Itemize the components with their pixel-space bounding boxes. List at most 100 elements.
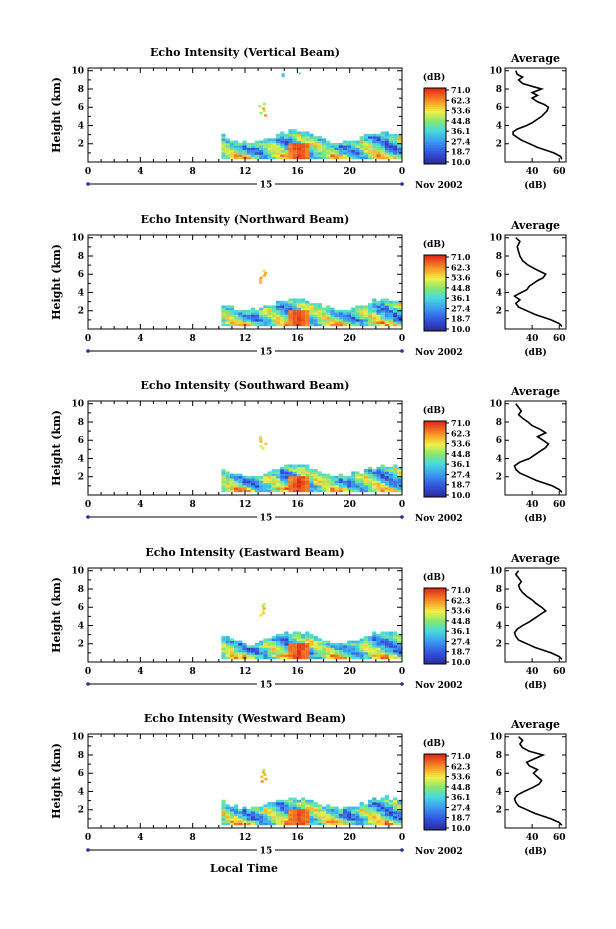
heatmap-cell: [254, 156, 260, 160]
heatmap-cell: [301, 804, 306, 807]
heatmap-cell: [275, 469, 281, 472]
heatmap-cell: [292, 811, 297, 814]
heatmap-cell: [372, 656, 377, 660]
heatmap-cell: [288, 652, 293, 655]
colorbar-swatch: [424, 610, 446, 614]
heatmap-cell: [376, 152, 381, 155]
heatmap-cell: [234, 475, 239, 479]
heatmap-cell: [263, 640, 268, 644]
heatmap-cell: [250, 808, 255, 812]
panel-title: Echo Intensity (Eastward Beam): [145, 546, 344, 559]
heatmap-cell: [313, 309, 318, 313]
heatmap-cell: [368, 147, 373, 151]
heatmap-cell: [351, 820, 356, 823]
heatmap-cell: [275, 314, 281, 318]
heatmap-cell: [284, 636, 289, 639]
heatmap-cell: [393, 138, 398, 141]
heatmap-cell: [259, 140, 264, 144]
heatmap-cell: [355, 642, 360, 646]
heatmap-cell: [267, 654, 272, 657]
heatmap-cell: [372, 314, 377, 318]
heatmap-cell: [296, 136, 301, 139]
x-tick-label: 4: [137, 334, 143, 344]
heatmap-cell: [305, 136, 310, 139]
heatmap-cell: [351, 312, 356, 315]
heatmap-cell: [380, 487, 385, 490]
average-title: Average: [510, 552, 560, 565]
y-tick-label: 6: [78, 769, 84, 779]
heatmap-cell: [284, 638, 289, 641]
heatmap-cell: [380, 485, 385, 488]
heatmap-cell: [284, 475, 289, 479]
heatmap-cell: [384, 808, 389, 812]
colorbar-level: 10.0: [451, 324, 471, 334]
heatmap-cell: [355, 156, 360, 160]
colorbar-swatch: [424, 769, 446, 772]
heatmap-cell: [351, 480, 356, 484]
heatmap-cell: [334, 654, 339, 657]
heatmap-cell: [313, 314, 318, 318]
heatmap-cell: [305, 631, 310, 635]
heatmap-cell: [296, 314, 301, 318]
heatmap-cell: [372, 822, 377, 826]
heatmap-cell: [380, 808, 385, 812]
heatmap-cell: [292, 802, 297, 805]
heatmap-cell: [288, 647, 293, 651]
heatmap-cell: [355, 487, 360, 490]
heatmap-cell: [263, 806, 268, 810]
heatmap-cell: [384, 147, 389, 151]
heatmap-cell: [280, 145, 285, 148]
heatmap-cell: [234, 647, 239, 651]
heatmap-cell: [242, 649, 247, 653]
y-tick-label: 8: [78, 418, 84, 428]
heatmap-cell: [393, 312, 398, 315]
colorbar-swatch: [424, 127, 446, 131]
heatmap-cell: [317, 645, 322, 648]
heatmap-cell: [321, 813, 327, 817]
colorbar-swatch: [424, 776, 446, 780]
colorbar: (dB)71.062.353.644.836.127.418.710.0: [423, 405, 471, 500]
heatmap-cell: [275, 147, 281, 151]
heatmap-cell: [326, 319, 331, 322]
colorbar-swatch: [424, 294, 446, 298]
heatmap-cell: [355, 319, 360, 322]
heatmap-cell: [317, 145, 322, 148]
heatmap-cell: [242, 645, 247, 648]
heatmap-cell: [305, 482, 310, 486]
heatmap-cell: [267, 808, 272, 812]
heatmap-cell: [242, 485, 247, 488]
heatmap-cell: [359, 138, 364, 141]
heatmap-cell: [259, 321, 264, 324]
heatmap-cell: [284, 140, 289, 144]
colorbar-swatch: [424, 162, 446, 165]
heatmap-cell: [397, 478, 402, 481]
y-axis-label: Height (km): [50, 743, 63, 819]
heatmap-cell: [267, 649, 272, 653]
heatmap-cell: [321, 640, 327, 644]
heatmap-cell: [342, 323, 348, 327]
heatmap-cell: [234, 149, 239, 153]
heatmap-cell: [351, 656, 356, 660]
heatmap-cell: [363, 305, 368, 308]
heatmap-cell: [363, 808, 368, 812]
heatmap-cell: [225, 478, 230, 481]
heatmap-cell: [309, 489, 314, 493]
heatmap-cell: [351, 321, 356, 324]
heatmap-cell: [229, 319, 234, 322]
heatmap-cell: [321, 656, 327, 660]
heatmap-cell: [296, 478, 301, 481]
heatmap-cell: [225, 312, 230, 315]
heatmap-cell: [250, 147, 255, 151]
heatmap-cell: [384, 815, 389, 819]
heatmap-cell: [280, 487, 285, 490]
x-tick-label: 16: [291, 667, 304, 677]
heatmap-cell: [363, 647, 368, 651]
heatmap-cell: [284, 147, 289, 151]
heatmap-cell: [280, 469, 285, 472]
heatmap-cell: [355, 305, 360, 308]
heatmap-cell: [288, 638, 293, 641]
heatmap-cell: [271, 309, 276, 313]
heatmap-cell: [229, 811, 234, 814]
heatmap-cell: [264, 442, 268, 446]
heatmap-cell: [368, 140, 373, 144]
